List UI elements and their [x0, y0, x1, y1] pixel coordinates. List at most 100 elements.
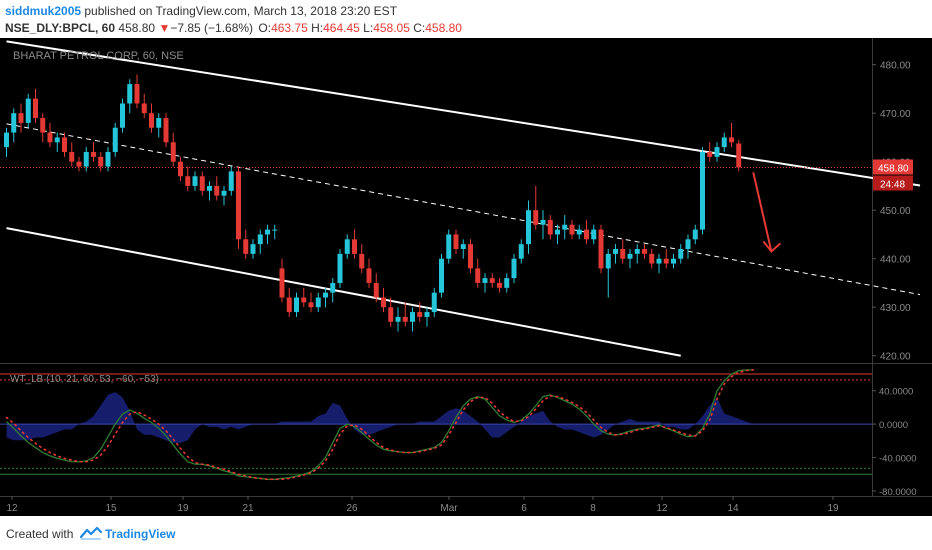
candle-body [533, 210, 539, 225]
candle-body [431, 292, 437, 313]
candle-body [33, 98, 38, 119]
forecast-arrow-shaft [752, 172, 773, 252]
oscillator-tick-label: 0.0000 [879, 420, 908, 431]
candle-body [11, 113, 17, 133]
candle [642, 244, 647, 259]
candle-body [18, 113, 24, 123]
countdown-badge [873, 175, 913, 191]
price-tick-label: 430.00 [880, 303, 911, 314]
candle [294, 292, 299, 317]
candle [475, 258, 481, 288]
candle-body [236, 171, 241, 240]
candle-body [54, 137, 60, 143]
candle [134, 74, 140, 109]
oscillator-tick-label: 40.0000 [879, 387, 913, 398]
candle-body [120, 103, 125, 128]
candle-body [460, 244, 466, 250]
candle [163, 113, 169, 148]
candle [250, 239, 256, 259]
candle-body [489, 278, 495, 283]
time-axis[interactable]: 12 15 19 21 26 Mar 6 8 12 14 19 [6, 496, 839, 514]
candle [330, 278, 336, 303]
candle-body [497, 282, 502, 288]
candle [388, 297, 394, 327]
candle [199, 171, 205, 196]
candle-body [736, 143, 742, 168]
candle-body [323, 292, 328, 298]
candle [47, 122, 53, 148]
candle-body [555, 229, 560, 235]
candle [366, 258, 372, 288]
candle [627, 249, 633, 269]
candle-body [482, 278, 488, 283]
candle [656, 253, 662, 274]
candle [468, 239, 473, 274]
candle-body [468, 244, 473, 269]
candle [584, 219, 589, 245]
candle-body [410, 312, 415, 322]
candle-body [381, 297, 386, 308]
chart-svg[interactable]: 420.00430.00440.00450.00460.00470.00480.… [0, 38, 932, 516]
candle-body [265, 229, 270, 235]
author-link[interactable]: siddmuk2005 [5, 4, 82, 18]
countdown-badge-text: 24:48 [880, 180, 905, 191]
candle [192, 171, 198, 191]
candle [54, 132, 60, 152]
tradingview-link[interactable]: TradingView [105, 527, 176, 541]
candle-body [453, 234, 459, 250]
channel-upper-line [6, 40, 921, 187]
price-pane[interactable]: 420.00430.00440.00450.00460.00470.00480.… [0, 38, 932, 497]
oscillator-pane[interactable]: 40.0000 0.0000 -40.0000 -80.0000 [0, 369, 917, 498]
time-tick-label: 19 [177, 503, 189, 514]
candle [236, 166, 241, 250]
candle [91, 142, 96, 162]
candle [185, 166, 191, 191]
candle [678, 244, 684, 264]
candle-body [105, 151, 111, 167]
candle [591, 224, 597, 245]
candle-body [729, 137, 734, 143]
time-tick-label: 14 [727, 503, 739, 514]
candle [707, 142, 713, 162]
candle-body [40, 118, 46, 133]
candle [83, 147, 89, 172]
candle-body [76, 161, 82, 167]
candle-body [439, 258, 444, 293]
candle [547, 215, 553, 240]
time-tick-label: 21 [242, 503, 254, 514]
candle-body [98, 156, 104, 167]
candle [76, 156, 82, 172]
candle-body [279, 268, 285, 298]
candle [149, 103, 154, 133]
candle [417, 302, 423, 322]
high-value: 464.45 [323, 21, 360, 35]
candle [308, 292, 314, 313]
candle-body [671, 258, 676, 264]
candle-body [402, 316, 408, 322]
price-tick-label: 440.00 [880, 255, 911, 266]
candle-body [656, 258, 662, 264]
candle-body [634, 249, 640, 254]
time-tick-label: 15 [105, 503, 117, 514]
price-pane-title: BHARAT PETROL CORP, 60, NSE [13, 50, 184, 62]
chart-area[interactable]: 420.00430.00440.00450.00460.00470.00480.… [0, 38, 932, 516]
candle-body [475, 268, 481, 283]
chart-header: siddmuk2005 published on TradingView.com… [0, 0, 932, 38]
candle [40, 113, 46, 143]
candle [228, 166, 234, 196]
candle-body [337, 253, 343, 283]
candle [69, 142, 75, 167]
candle-body [649, 253, 655, 264]
candle-body [721, 137, 727, 148]
open-value: 463.75 [271, 21, 308, 35]
candle [25, 93, 31, 128]
low-value: 458.05 [373, 21, 410, 35]
candle [649, 249, 655, 269]
time-tick-label: 12 [656, 503, 668, 514]
candle [170, 132, 176, 167]
tradingview-logo-icon[interactable] [80, 526, 102, 540]
candle-body [62, 137, 67, 152]
candle [736, 140, 742, 172]
candle [402, 302, 408, 327]
time-tick-label: 12 [6, 503, 18, 514]
